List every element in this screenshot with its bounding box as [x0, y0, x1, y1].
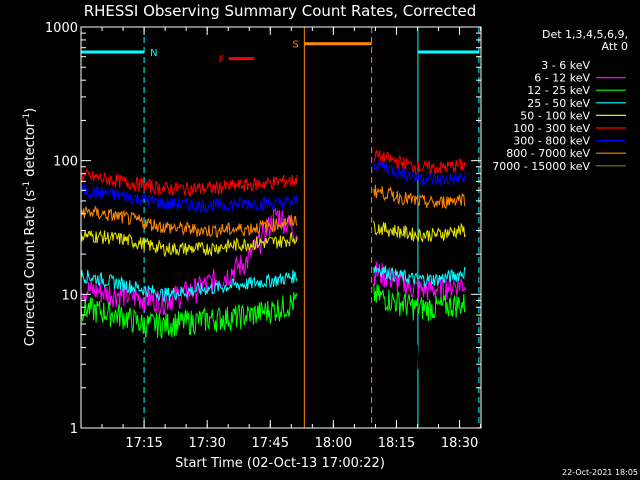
- series-line: [80, 184, 298, 215]
- chart-title: RHESSI Observing Summary Count Rates, Co…: [84, 2, 477, 20]
- plot-area: N S F: [80, 27, 480, 428]
- legend-label: 25 - 50 keV: [527, 97, 590, 110]
- x-axis-label: Start Time (02-Oct-13 17:00:22): [175, 456, 385, 471]
- legend-label: 300 - 800 keV: [513, 135, 590, 148]
- series-line: [373, 149, 466, 176]
- series-line: [80, 216, 298, 387]
- legend-label: 3 - 6 keV: [541, 59, 590, 72]
- y-axis-label: Corrected Count Rate (s-1 detector-1): [22, 108, 38, 346]
- series-line: [373, 158, 466, 186]
- y-tick-label: 1: [70, 422, 78, 437]
- y-tick-label: 10: [61, 288, 78, 303]
- series-line: [373, 265, 466, 289]
- series-line: [373, 184, 466, 209]
- series-line: [80, 291, 298, 339]
- legend-header: Det 1,3,4,5,6,9,: [542, 28, 628, 41]
- x-tick-label: 18:15: [378, 436, 415, 451]
- legend-header: Att 0: [602, 40, 628, 53]
- legend-label: 7000 - 15000 keV: [492, 160, 590, 173]
- footer-date: 22-Oct-2021 18:05: [562, 468, 638, 477]
- series-line: [373, 294, 466, 373]
- legend-label: 6 - 12 keV: [534, 72, 590, 85]
- y-tick-label: 1000: [45, 21, 78, 36]
- x-tick-label: 18:00: [315, 436, 352, 451]
- flag-label: F: [219, 55, 225, 66]
- series-line: [373, 283, 466, 322]
- series-line: [80, 205, 298, 238]
- x-tick-label: 17:15: [125, 436, 162, 451]
- y-tick-label: 100: [53, 155, 78, 170]
- series-line: [80, 269, 298, 303]
- flag-label: N: [150, 48, 157, 59]
- x-tick-label: 18:30: [441, 436, 478, 451]
- series-line: [373, 220, 466, 243]
- x-tick-label: 17:45: [252, 436, 289, 451]
- series-line: [80, 168, 298, 197]
- series-line: [80, 228, 298, 258]
- legend-label: 50 - 100 keV: [520, 109, 590, 122]
- series-line: [80, 207, 298, 316]
- legend-label: 100 - 300 keV: [513, 122, 590, 135]
- x-axis: 17:15 17:30 17:45 18:00 18:15 18:30: [101, 27, 482, 451]
- series-line: [373, 261, 466, 302]
- legend-label: 800 - 7000 keV: [506, 147, 590, 160]
- plot-frame: [80, 26, 482, 429]
- legend-label: 12 - 25 keV: [527, 84, 590, 97]
- flag-label: S: [292, 40, 298, 51]
- x-tick-label: 17:30: [188, 436, 225, 451]
- y-axis: 1 10 100 1000: [45, 21, 481, 437]
